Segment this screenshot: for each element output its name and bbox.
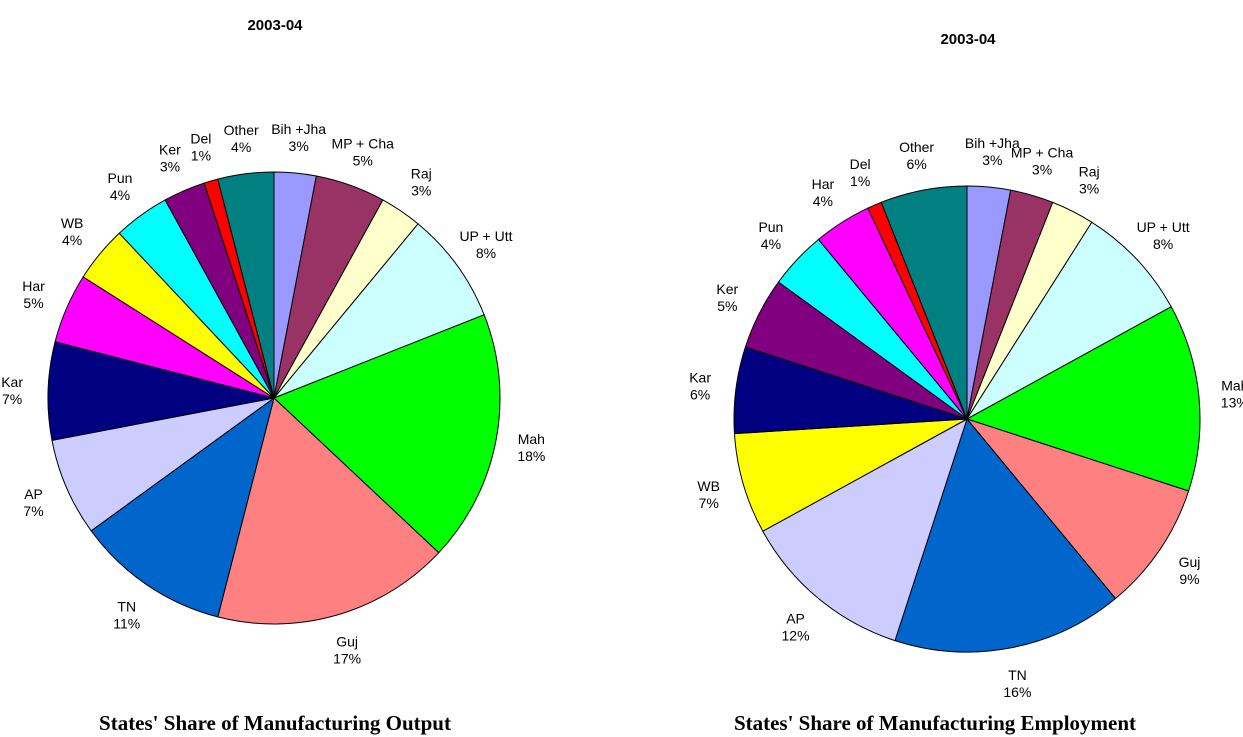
slice-value-label: 4% bbox=[110, 187, 130, 203]
slice-value-label: 7% bbox=[23, 503, 43, 519]
slice-label: Kar bbox=[1, 374, 23, 390]
slice-value-label: 3% bbox=[1032, 162, 1052, 178]
slice-value-label: 8% bbox=[1153, 236, 1173, 252]
slice-label: Bih +Jha bbox=[965, 135, 1020, 151]
pie-slice bbox=[762, 417, 968, 642]
slice-value-label: 4% bbox=[813, 193, 833, 209]
slice-value-label: 5% bbox=[717, 298, 737, 314]
slice-value-label: 3% bbox=[1079, 180, 1099, 196]
slice-value-label: 16% bbox=[1003, 684, 1031, 700]
slice-value-label: 18% bbox=[517, 448, 545, 464]
slice-value-label: 3% bbox=[411, 182, 431, 198]
pie-slice bbox=[273, 314, 501, 554]
slice-label: Mah bbox=[1221, 378, 1243, 394]
pie-slice bbox=[965, 417, 1190, 600]
slice-label: Pun bbox=[108, 170, 133, 186]
pie-slice bbox=[966, 221, 1172, 420]
slice-label: Kar bbox=[689, 369, 711, 385]
slice-value-label: 12% bbox=[782, 627, 810, 643]
slice-label: AP bbox=[24, 486, 43, 502]
slice-label: Del bbox=[190, 130, 211, 146]
slice-value-label: 1% bbox=[850, 173, 870, 189]
slice-label: Guj bbox=[336, 634, 358, 650]
slice-label: Pun bbox=[758, 219, 783, 235]
slice-label: TN bbox=[117, 599, 136, 615]
slice-value-label: 3% bbox=[982, 152, 1002, 168]
slice-value-label: 5% bbox=[23, 295, 43, 311]
slice-value-label: 4% bbox=[231, 139, 251, 155]
chart-caption: States' Share of Manufacturing Employmen… bbox=[734, 711, 1136, 735]
slice-label: UP + Utt bbox=[1137, 219, 1190, 235]
slice-label: Bih +Jha bbox=[271, 121, 326, 137]
slice-value-label: 6% bbox=[690, 386, 710, 402]
slice-label: Raj bbox=[411, 165, 432, 181]
slice-label: Raj bbox=[1079, 163, 1100, 179]
pie-slice bbox=[894, 417, 1117, 653]
slice-label: WB bbox=[697, 478, 720, 494]
pie-slice bbox=[217, 171, 275, 399]
chart-title: 2003-04 bbox=[940, 31, 996, 48]
slice-value-label: 3% bbox=[289, 138, 309, 154]
slice-value-label: 5% bbox=[353, 152, 373, 168]
pie-slice bbox=[217, 397, 440, 625]
slice-label: WB bbox=[61, 215, 84, 231]
slice-label: TN bbox=[1008, 667, 1027, 683]
slice-value-label: 7% bbox=[2, 391, 22, 407]
slice-label: Del bbox=[850, 156, 871, 172]
slice-label: Har bbox=[22, 278, 45, 294]
slice-label: MP + Cha bbox=[332, 135, 395, 151]
slice-value-label: 9% bbox=[1179, 571, 1199, 587]
chart-caption: States' Share of Manufacturing Output bbox=[99, 711, 451, 735]
slice-value-label: 6% bbox=[906, 156, 926, 172]
chart-title: 2003-04 bbox=[247, 17, 303, 34]
slice-value-label: 8% bbox=[476, 245, 496, 261]
slice-value-label: 7% bbox=[699, 495, 719, 511]
slice-value-label: 4% bbox=[62, 232, 82, 248]
slice-label: MP + Cha bbox=[1011, 145, 1074, 161]
slice-value-label: 4% bbox=[761, 236, 781, 252]
slice-value-label: 11% bbox=[113, 616, 140, 632]
slice-label: Other bbox=[899, 139, 934, 155]
slice-label: Har bbox=[812, 176, 835, 192]
slice-label: Guj bbox=[1179, 554, 1201, 570]
slice-label: UP + Utt bbox=[459, 228, 512, 244]
slice-value-label: 3% bbox=[160, 159, 180, 175]
pie-slice bbox=[733, 418, 968, 532]
slice-value-label: 17% bbox=[333, 651, 361, 667]
pie-slice bbox=[965, 306, 1201, 492]
slice-label: Mah bbox=[518, 431, 545, 447]
slice-value-label: 1% bbox=[191, 147, 211, 163]
slice-label: AP bbox=[786, 610, 805, 626]
pie-slice bbox=[273, 223, 485, 399]
pie-slice bbox=[880, 185, 968, 420]
slice-label: Ker bbox=[716, 281, 738, 297]
slice-label: Ker bbox=[159, 142, 181, 158]
slice-value-label: 13% bbox=[1221, 395, 1243, 411]
slice-label: Other bbox=[224, 122, 259, 138]
pie-slice bbox=[90, 396, 275, 618]
